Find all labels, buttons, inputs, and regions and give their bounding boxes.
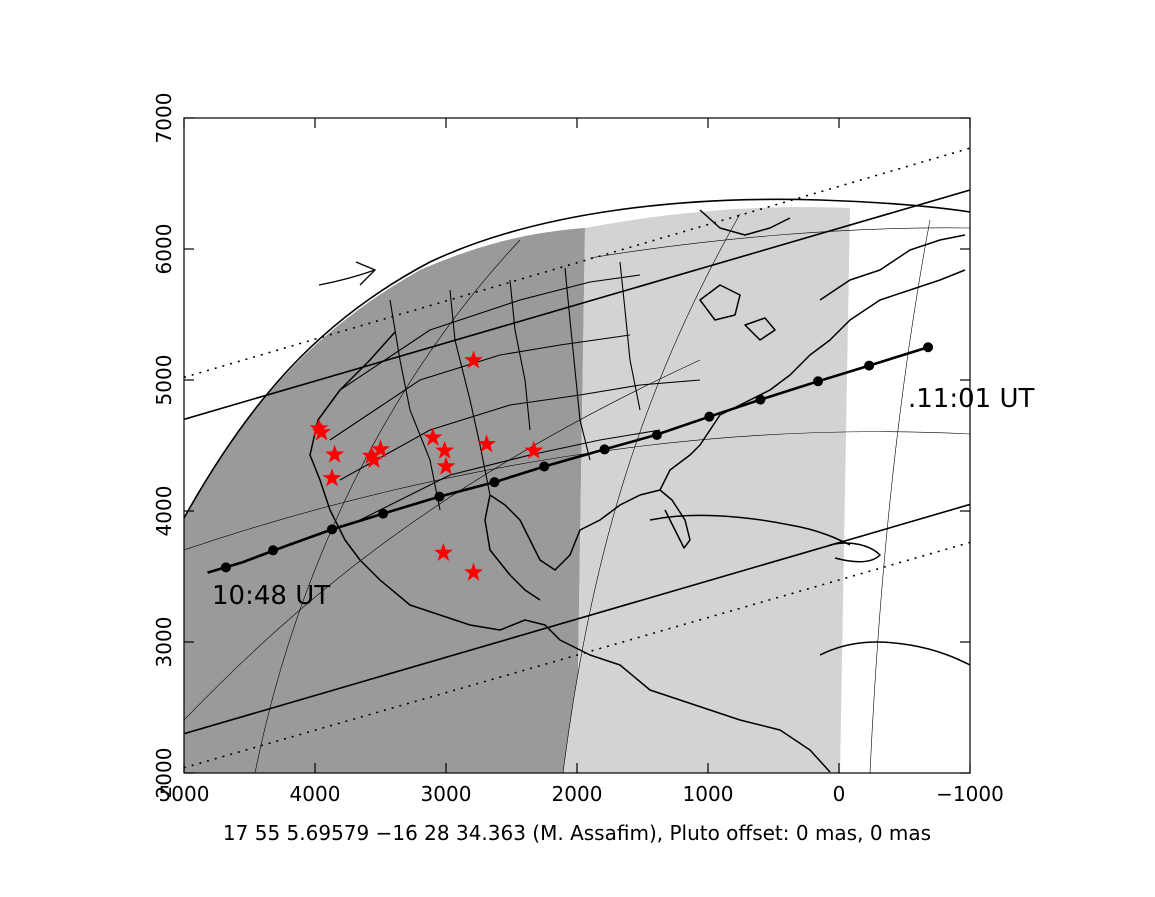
hudson-bay xyxy=(699,209,791,236)
south-america-north xyxy=(819,641,970,666)
y-tick-label: 7000 xyxy=(152,93,176,144)
x-tick-label: 4000 xyxy=(290,782,341,806)
caption: 17 55 5.69579 −16 28 34.363 (M. Assafim)… xyxy=(223,821,931,845)
y-axis-tick-labels: 2000 3000 4000 5000 6000 7000 xyxy=(152,93,176,799)
station-star-marker xyxy=(312,422,332,441)
central-line-dot xyxy=(864,360,875,371)
x-tick-label: 0 xyxy=(833,782,846,806)
shading-layer xyxy=(184,147,970,773)
north-limit-line xyxy=(184,189,970,421)
station-star-marker xyxy=(423,427,443,446)
x-tick-label: 5000 xyxy=(159,782,210,806)
station-star-marker xyxy=(435,440,455,459)
end-time-label: .11:01 UT xyxy=(908,384,1034,414)
coastlines xyxy=(309,209,970,773)
x-tick-label: 1000 xyxy=(683,782,734,806)
hispaniola xyxy=(829,542,881,563)
station-star-marker xyxy=(325,444,345,463)
central-line-dot xyxy=(268,545,279,556)
central-line-dot xyxy=(599,444,610,455)
axis-ticks xyxy=(183,117,971,774)
south-dotted-limit-line xyxy=(184,541,970,769)
direction-arrow-icon xyxy=(318,261,377,286)
central-line-dot xyxy=(220,562,231,573)
y-tick-label: 4000 xyxy=(152,486,176,537)
station-star-marker xyxy=(464,562,483,581)
central-line-dot xyxy=(755,394,766,405)
night-shade xyxy=(184,228,585,773)
station-star-marker xyxy=(361,446,381,465)
start-time-label: 10:48 UT xyxy=(212,581,330,611)
station-star-marker xyxy=(433,542,453,561)
central-line-dot xyxy=(539,461,550,472)
south-limit-line xyxy=(184,503,970,735)
y-tick-label: 5000 xyxy=(152,355,176,406)
limit-lines xyxy=(184,147,970,769)
gulf-inner xyxy=(484,494,541,601)
station-star-marker xyxy=(322,468,342,487)
florida xyxy=(659,489,691,549)
central-line-dots xyxy=(220,342,934,573)
station-star-marker xyxy=(309,418,329,437)
canada-east xyxy=(819,234,966,301)
y-tick-label: 6000 xyxy=(152,224,176,275)
graticule xyxy=(184,213,970,773)
observer-stations xyxy=(309,350,544,581)
central-line-dot xyxy=(378,508,389,519)
station-star-marker xyxy=(477,434,497,453)
central-line-dot xyxy=(434,491,445,502)
y-tick-label: 2000 xyxy=(152,748,176,799)
north-america-west-coast xyxy=(309,331,831,773)
station-star-marker xyxy=(436,456,456,475)
cuba xyxy=(649,514,851,546)
station-star-marker xyxy=(371,439,390,458)
x-tick-label: 3000 xyxy=(421,782,472,806)
station-star-marker xyxy=(364,449,384,468)
x-tick-label: 2000 xyxy=(552,782,603,806)
central-line-dot xyxy=(651,430,662,441)
central-line-dot xyxy=(813,376,824,387)
north-dotted-limit-line xyxy=(184,147,970,379)
great-lakes xyxy=(699,284,776,341)
twilight-shade xyxy=(563,206,850,773)
x-tick-label: −1000 xyxy=(936,782,1004,806)
y-tick-label: 3000 xyxy=(152,617,176,668)
central-line-dot xyxy=(489,477,500,488)
central-line-dot xyxy=(327,524,338,535)
x-axis-tick-labels: 5000 4000 3000 2000 1000 0 −1000 xyxy=(159,782,1004,806)
gulf-coast xyxy=(489,269,966,571)
station-star-marker xyxy=(524,440,544,459)
station-star-marker xyxy=(464,350,483,369)
central-line-dot xyxy=(923,342,934,353)
earth-limb xyxy=(184,198,970,519)
central-line-dot xyxy=(704,411,715,422)
